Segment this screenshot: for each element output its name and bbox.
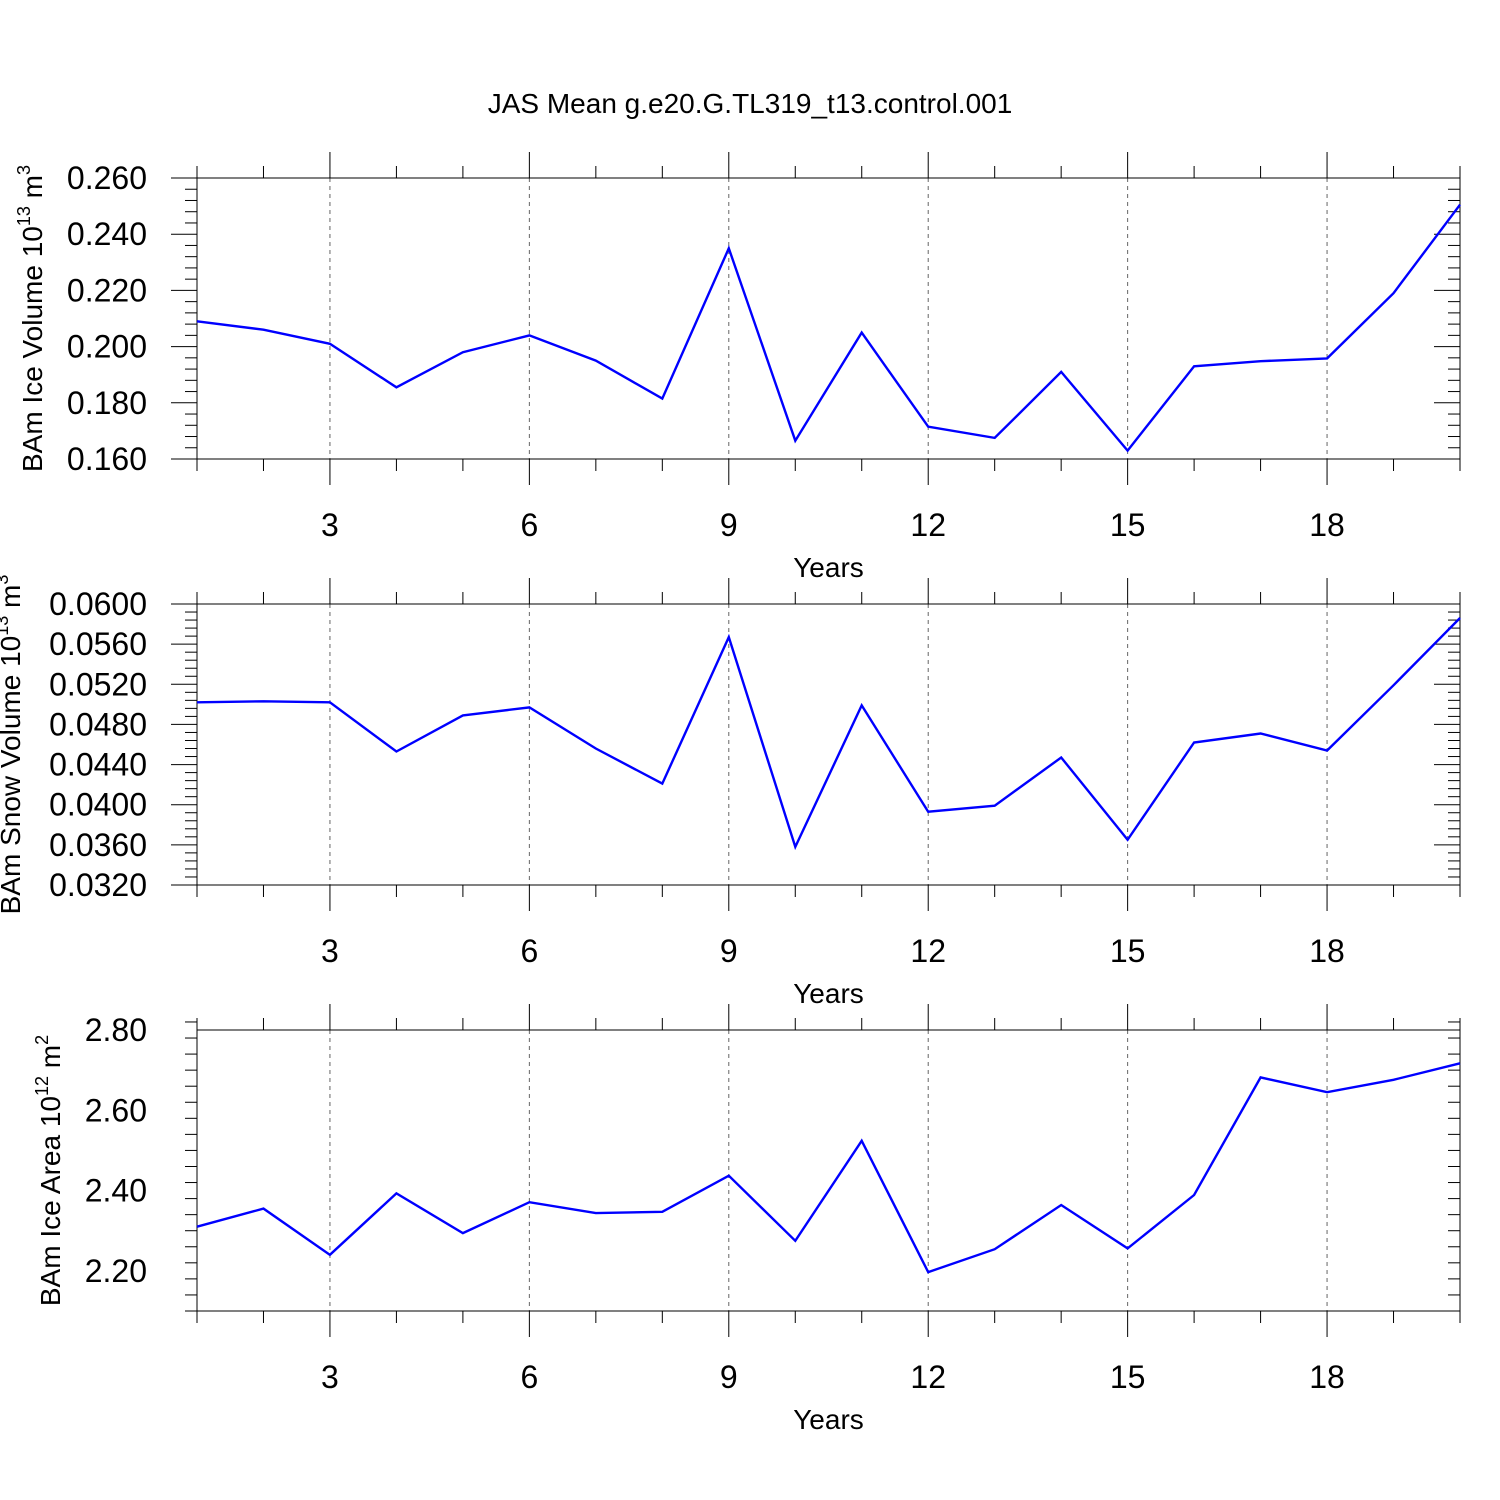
y-tick-label: 0.240 xyxy=(67,216,147,252)
y-tick-label: 0.0440 xyxy=(49,747,147,783)
y-tick-label: 0.200 xyxy=(67,329,147,365)
y-tick-label: 0.0400 xyxy=(49,787,147,823)
y-tick-label: 2.20 xyxy=(85,1253,147,1289)
x-axis-label: Years xyxy=(793,978,864,1009)
x-tick-label: 6 xyxy=(520,933,538,969)
y-tick-label: 0.0560 xyxy=(49,626,147,662)
x-tick-label: 3 xyxy=(321,507,339,543)
x-tick-label: 12 xyxy=(910,1359,946,1395)
x-tick-label: 18 xyxy=(1309,1359,1345,1395)
x-axis-label: Years xyxy=(793,1404,864,1435)
x-tick-label: 15 xyxy=(1110,1359,1146,1395)
x-tick-label: 3 xyxy=(321,933,339,969)
y-axis-label: BAm Ice Area 1012 m2 xyxy=(32,1035,66,1306)
y-tick-label: 0.0320 xyxy=(49,867,147,903)
x-axis-label: Years xyxy=(793,552,864,583)
y-tick-label: 0.260 xyxy=(67,160,147,196)
x-tick-label: 12 xyxy=(910,933,946,969)
y-axis-label: BAm Snow Volume 1013 m3 xyxy=(0,575,26,915)
y-tick-label: 2.40 xyxy=(85,1173,147,1209)
y-tick-label: 0.160 xyxy=(67,441,147,477)
chart-title: JAS Mean g.e20.G.TL319_t13.control.001 xyxy=(488,88,1013,119)
x-tick-label: 18 xyxy=(1309,507,1345,543)
plot-frame xyxy=(196,177,1461,460)
series-line xyxy=(196,617,1461,851)
y-tick-label: 2.80 xyxy=(85,1012,147,1048)
x-tick-label: 3 xyxy=(321,1359,339,1395)
y-tick-label: 0.0360 xyxy=(49,827,147,863)
x-tick-label: 9 xyxy=(720,507,738,543)
x-tick-label: 15 xyxy=(1110,933,1146,969)
y-tick-label: 0.0600 xyxy=(49,586,147,622)
x-tick-label: 9 xyxy=(720,933,738,969)
y-axis-label: BAm Ice Volume 1013 m3 xyxy=(14,165,48,472)
x-tick-label: 6 xyxy=(520,1359,538,1395)
x-tick-label: 12 xyxy=(910,507,946,543)
y-tick-label: 2.60 xyxy=(85,1092,147,1128)
x-tick-label: 9 xyxy=(720,1359,738,1395)
y-tick-label: 0.0480 xyxy=(49,706,147,742)
panel-ice-area: 3 6 9 12 15 18 2.20 2.40 2.60 2.80 Years BAm Ice Ar… xyxy=(32,1004,1461,1435)
y-tick-label: 0.0520 xyxy=(49,666,147,702)
y-tick-label: 0.220 xyxy=(67,272,147,308)
series-line xyxy=(196,203,1461,453)
x-tick-label: 18 xyxy=(1309,933,1345,969)
y-tick-label: 0.180 xyxy=(67,385,147,421)
x-tick-label: 15 xyxy=(1110,507,1146,543)
series-line xyxy=(196,1062,1461,1274)
plot-frame xyxy=(196,603,1461,886)
plot-frame xyxy=(196,1029,1461,1312)
panel-snow-volume: 3 6 9 12 15 18 0.0320 0.0360 0.0400 0.0440 0.0480 0… xyxy=(0,575,1461,1009)
panel-ice-volume: 3 6 9 12 15 18 0.160 0.180 0.200 0.220 0.240 0.260 Y… xyxy=(14,152,1461,583)
x-tick-label: 6 xyxy=(520,507,538,543)
